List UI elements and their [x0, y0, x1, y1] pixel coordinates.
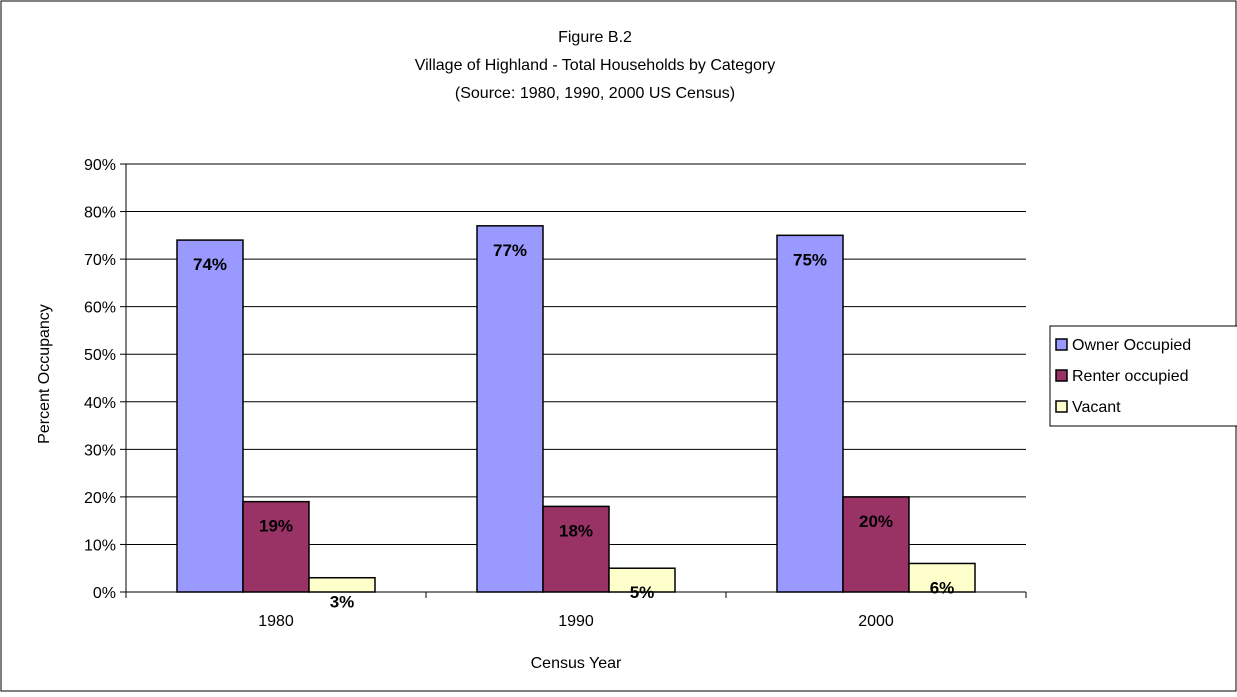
bar [776, 234, 844, 593]
data-label: 77% [493, 241, 527, 260]
y-axis-title: Percent Occupancy [36, 304, 53, 444]
chart-title-line-1: Figure B.2 [558, 29, 632, 46]
y-tick-label: 20% [84, 490, 116, 507]
chart-title-line-2: Village of Highland - Total Households b… [415, 57, 776, 74]
bar [308, 576, 376, 593]
data-labels: 74% 77% 75% 19% 18% 20% 3% 5% 6% [193, 241, 954, 612]
x-axis-title: Census Year [531, 655, 622, 672]
y-tick-label: 50% [84, 347, 116, 364]
bar [842, 496, 910, 593]
legend-label: Vacant [1072, 399, 1121, 416]
legend-label: Owner Occupied [1072, 337, 1191, 354]
data-label: 5% [630, 583, 655, 602]
bars [176, 225, 976, 593]
y-tick-label: 60% [84, 300, 116, 317]
chart-title-line-3: (Source: 1980, 1990, 2000 US Census) [455, 85, 735, 102]
legend-box [1049, 325, 1237, 427]
data-label: 18% [559, 521, 593, 540]
y-tick-label: 40% [84, 395, 116, 412]
legend: Owner Occupied Renter occupied Vacant [1049, 325, 1237, 427]
x-tick-label: 1980 [258, 613, 294, 630]
y-tick-label: 10% [84, 537, 116, 554]
legend-swatch [1055, 369, 1068, 382]
legend-swatch [1055, 338, 1068, 351]
x-tick-label: 1990 [558, 613, 594, 630]
axes: 0% 10% 20% 30% 40% 50% 60% 70% 80% 90% 1980 1990 200… [84, 157, 1027, 630]
y-tick-label: 90% [84, 157, 116, 174]
y-tick-label: 70% [84, 252, 116, 269]
data-label: 19% [259, 517, 293, 536]
data-label: 6% [930, 578, 955, 597]
bar [176, 239, 244, 593]
y-tick-label: 30% [84, 442, 116, 459]
y-tick-label: 0% [93, 585, 116, 602]
data-label: 20% [859, 512, 893, 531]
bar [476, 225, 544, 593]
data-label: 3% [330, 593, 355, 612]
y-tick-label: 80% [84, 205, 116, 222]
data-label: 75% [793, 250, 827, 269]
x-tick-label: 2000 [858, 613, 894, 630]
bar [542, 505, 610, 593]
data-label: 74% [193, 255, 227, 274]
legend-swatch [1055, 400, 1068, 413]
bar [242, 500, 310, 593]
legend-label: Renter occupied [1072, 368, 1189, 385]
